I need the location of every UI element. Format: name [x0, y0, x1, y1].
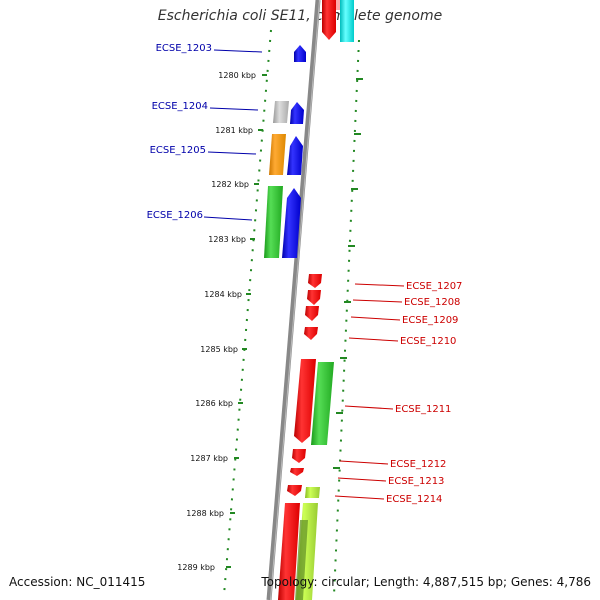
- gene-label-ECSE_1213[interactable]: ECSE_1213: [388, 476, 444, 487]
- gene-ECSE_1205[interactable]: [287, 136, 303, 175]
- gene-label-ECSE_1211[interactable]: ECSE_1211: [395, 404, 451, 415]
- reverse-gene-labels: [334, 283, 405, 500]
- gene-label-ECSE_1210[interactable]: ECSE_1210: [400, 336, 456, 347]
- kbp-label: 1287 kbp: [190, 454, 228, 463]
- kbp-label: 1280 kbp: [218, 71, 256, 80]
- kbp-ruler: 1280 kbp 1281 kbp 1282 kbp 1283 kbp 1284…: [177, 71, 267, 572]
- gene-bottom-red[interactable]: [278, 503, 300, 600]
- gene-ECSE_1203[interactable]: [294, 45, 306, 62]
- gene-lime-small[interactable]: [305, 487, 320, 498]
- gene-label-ECSE_1203[interactable]: ECSE_1203: [156, 43, 212, 54]
- forward-gene-labels: [203, 49, 263, 221]
- gene-label-ECSE_1206[interactable]: ECSE_1206: [147, 210, 203, 221]
- gene-label-ECSE_1208[interactable]: ECSE_1208: [404, 297, 460, 308]
- kbp-label: 1284 kbp: [204, 290, 242, 299]
- gene-label-ECSE_1214[interactable]: ECSE_1214: [386, 494, 442, 505]
- kbp-label: 1286 kbp: [195, 399, 233, 408]
- gene-label-ECSE_1204[interactable]: ECSE_1204: [152, 101, 208, 112]
- gene-ECSE_1213[interactable]: [290, 468, 304, 476]
- gene-ECSE_1214[interactable]: [287, 485, 302, 496]
- kbp-label: 1283 kbp: [208, 235, 246, 244]
- right-ticks: [333, 78, 363, 469]
- gene-grey[interactable]: [273, 101, 289, 123]
- kbp-label: 1282 kbp: [211, 180, 249, 189]
- gene-label-ECSE_1209[interactable]: ECSE_1209: [402, 315, 458, 326]
- kbp-label: 1289 kbp: [177, 563, 215, 572]
- gene-ECSE_1212[interactable]: [292, 449, 306, 463]
- gene-top-red[interactable]: [322, 0, 336, 40]
- gene-label-ECSE_1205[interactable]: ECSE_1205: [150, 145, 206, 156]
- gene-green-right[interactable]: [311, 362, 334, 445]
- gene-ECSE_1204[interactable]: [290, 102, 304, 124]
- gene-label-ECSE_1207[interactable]: ECSE_1207: [406, 281, 462, 292]
- summary-text: Topology: circular; Length: 4,887,515 bp…: [261, 575, 591, 589]
- map-title: Escherichia coli SE11, complete genome: [157, 8, 443, 24]
- gene-ECSE_1208[interactable]: [307, 290, 321, 305]
- gene-ECSE_1211[interactable]: [294, 359, 316, 443]
- gene-ECSE_1209[interactable]: [305, 306, 319, 321]
- gene-top-cyan[interactable]: [340, 0, 354, 42]
- left-guide-line: [223, 29, 272, 596]
- gene-ECSE_1206[interactable]: [282, 188, 301, 258]
- gene-label-ECSE_1212[interactable]: ECSE_1212: [390, 459, 446, 470]
- gene-ECSE_1207[interactable]: [308, 274, 322, 288]
- gene-green-left[interactable]: [264, 186, 283, 258]
- kbp-label: 1281 kbp: [215, 126, 253, 135]
- genome-backbone: [266, 0, 321, 600]
- accession-text: Accession: NC_011415: [9, 575, 146, 589]
- gene-orange[interactable]: [269, 134, 286, 175]
- gene-ECSE_1210[interactable]: [304, 327, 318, 340]
- kbp-label: 1288 kbp: [186, 509, 224, 518]
- kbp-label: 1285 kbp: [200, 345, 238, 354]
